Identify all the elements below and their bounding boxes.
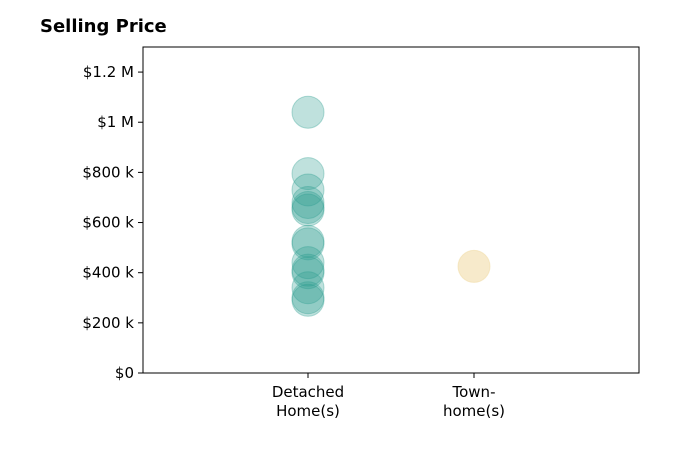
data-point [291,256,325,290]
data-point [291,271,325,305]
y-tick-label: $1 M [97,113,134,131]
plot-frame [142,46,640,374]
y-tick-label: $1.2 M [83,63,134,81]
y-tick-label: $600 k [82,214,134,232]
data-point [291,224,325,258]
y-tick-label: $800 k [82,163,134,181]
data-point [291,246,325,280]
x-tick-label: home(s) [443,402,505,420]
data-point [291,193,325,227]
y-tick-label: $200 k [82,314,134,332]
data-point [291,283,325,317]
x-tick-label: Town- [452,383,496,401]
data-point [291,185,325,219]
data-point [291,227,325,261]
y-tick-label: $0 [115,364,134,382]
y-tick-label: $400 k [82,264,134,282]
data-point [291,173,325,207]
data-point [291,157,325,191]
data-point [457,249,491,283]
data-point [291,190,325,224]
data-point [291,281,325,315]
data-point [291,253,325,287]
data-point [291,95,325,129]
x-tick-label: Detached [272,383,344,401]
x-tick-label: Home(s) [276,402,340,420]
chart-title: Selling Price [40,16,167,37]
